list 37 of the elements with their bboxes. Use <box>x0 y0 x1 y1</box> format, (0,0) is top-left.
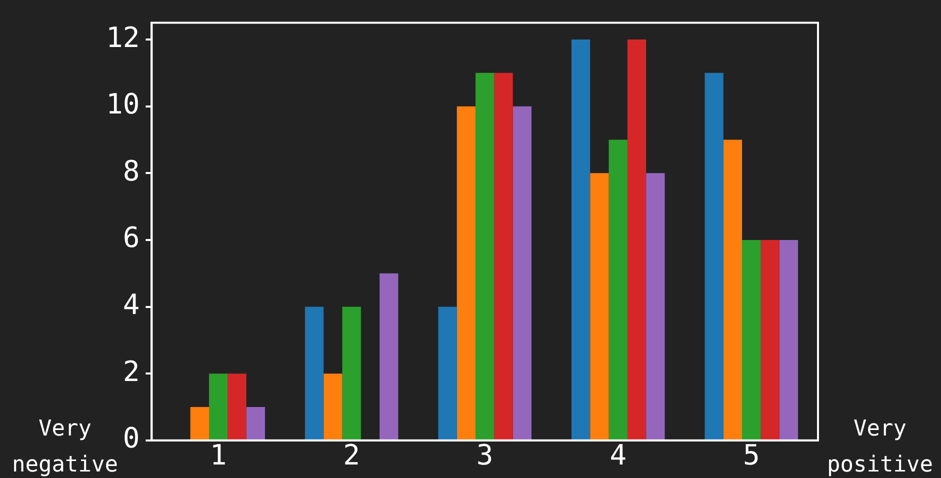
y-tick-label: 12 <box>106 20 140 54</box>
bar <box>494 72 513 440</box>
bar <box>571 40 590 440</box>
bar <box>627 40 646 440</box>
bar <box>704 72 724 440</box>
bar <box>476 72 494 440</box>
y-tick-label: 4 <box>122 288 140 322</box>
bar <box>512 106 532 440</box>
bar <box>246 406 265 440</box>
y-tick-label: 6 <box>122 221 140 254</box>
bar <box>380 273 398 440</box>
bar <box>608 140 628 440</box>
y-tick-label: 0 <box>122 422 140 455</box>
x-tick-label: 4 <box>610 438 627 472</box>
bar <box>228 374 246 440</box>
bar <box>209 374 228 440</box>
bar <box>324 374 342 440</box>
x-tick-label: 1 <box>210 438 227 472</box>
bar <box>590 173 609 440</box>
bar <box>760 240 780 440</box>
y-tick-label: 8 <box>122 154 140 188</box>
bar <box>456 106 476 440</box>
bar <box>342 306 361 440</box>
bar <box>723 140 742 440</box>
x-tick-label: 3 <box>476 438 494 472</box>
text: Very positive <box>827 416 933 478</box>
bar <box>304 306 324 440</box>
bar <box>779 240 798 440</box>
bar <box>190 406 210 440</box>
x-tick-label: 5 <box>742 438 760 472</box>
y-tick-label: 10 <box>106 88 140 121</box>
y-tick-label: 2 <box>122 354 140 388</box>
text: Very negative <box>12 416 118 478</box>
bar <box>742 240 761 440</box>
bar <box>438 306 457 440</box>
bar <box>646 173 665 440</box>
x-tick-label: 2 <box>343 438 360 472</box>
